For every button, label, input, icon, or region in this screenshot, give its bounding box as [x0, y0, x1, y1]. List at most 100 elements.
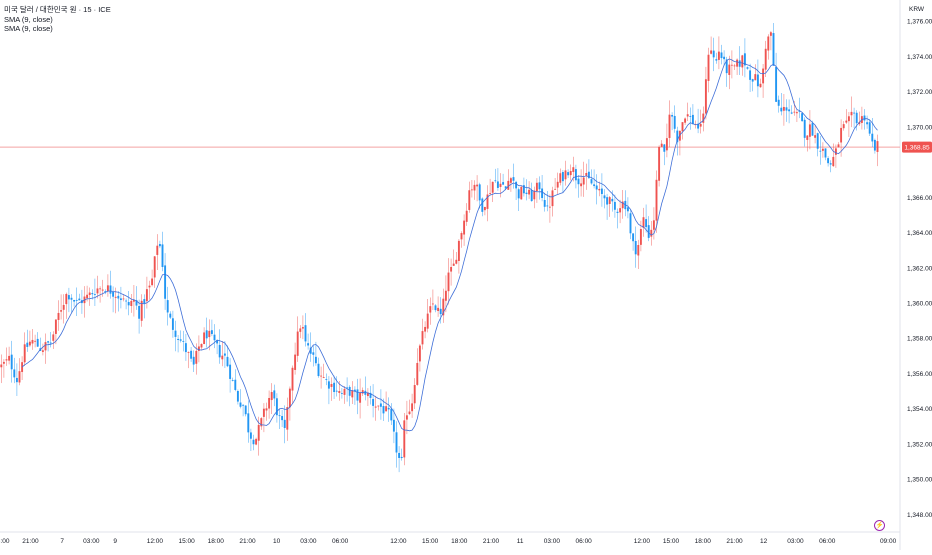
candle[interactable]	[827, 156, 830, 167]
candle[interactable]	[496, 168, 499, 191]
candle[interactable]	[780, 93, 783, 116]
candle[interactable]	[179, 330, 182, 343]
candle[interactable]	[556, 172, 559, 195]
candle[interactable]	[387, 397, 390, 422]
candle[interactable]	[460, 231, 463, 248]
candle[interactable]	[681, 122, 684, 140]
candle[interactable]	[174, 320, 177, 352]
candle[interactable]	[158, 240, 161, 249]
candle[interactable]	[533, 186, 536, 209]
candle[interactable]	[226, 345, 229, 368]
candle[interactable]	[62, 294, 65, 324]
candle[interactable]	[437, 296, 440, 317]
candle[interactable]	[606, 193, 609, 220]
candle[interactable]	[408, 399, 411, 416]
candle[interactable]	[697, 108, 700, 134]
candle[interactable]	[15, 363, 18, 396]
candle[interactable]	[447, 258, 450, 305]
candle[interactable]	[632, 233, 635, 251]
candle[interactable]	[465, 203, 468, 226]
candle[interactable]	[83, 286, 86, 318]
candle[interactable]	[88, 287, 91, 306]
candle[interactable]	[125, 298, 128, 310]
candle[interactable]	[808, 110, 811, 150]
candle[interactable]	[634, 226, 637, 268]
candle[interactable]	[489, 178, 492, 196]
candle[interactable]	[525, 179, 528, 201]
candle[interactable]	[221, 340, 224, 367]
candle[interactable]	[169, 311, 172, 319]
candle[interactable]	[577, 174, 580, 198]
candle[interactable]	[512, 163, 515, 189]
candle[interactable]	[374, 395, 377, 421]
candle[interactable]	[268, 390, 271, 419]
candle[interactable]	[400, 448, 403, 461]
candle[interactable]	[582, 161, 585, 197]
candle[interactable]	[333, 375, 336, 399]
candle[interactable]	[288, 386, 291, 421]
candle[interactable]	[0, 354, 3, 384]
candle[interactable]	[502, 173, 505, 186]
candle[interactable]	[346, 377, 349, 402]
candle[interactable]	[853, 107, 856, 129]
candle[interactable]	[322, 363, 325, 379]
candle[interactable]	[112, 286, 115, 313]
candle[interactable]	[668, 100, 671, 148]
candle[interactable]	[860, 106, 863, 130]
candle[interactable]	[49, 332, 52, 348]
candle[interactable]	[78, 293, 81, 301]
candle[interactable]	[166, 286, 169, 326]
candle[interactable]	[304, 313, 307, 347]
candle[interactable]	[569, 164, 572, 181]
candle[interactable]	[197, 335, 200, 363]
candle[interactable]	[278, 408, 281, 429]
candle[interactable]	[403, 413, 406, 466]
candle[interactable]	[249, 428, 252, 451]
candle[interactable]	[650, 221, 653, 246]
candle[interactable]	[135, 286, 138, 310]
candle[interactable]	[424, 321, 427, 339]
candle[interactable]	[788, 99, 791, 124]
candle[interactable]	[520, 185, 523, 200]
candle[interactable]	[130, 293, 133, 313]
candle[interactable]	[119, 286, 122, 309]
candle[interactable]	[801, 112, 804, 122]
candle[interactable]	[665, 123, 668, 158]
candle[interactable]	[327, 376, 330, 405]
candle[interactable]	[530, 182, 533, 202]
candle[interactable]	[23, 332, 26, 366]
candle[interactable]	[743, 38, 746, 78]
candle[interactable]	[819, 135, 822, 165]
candle[interactable]	[782, 93, 785, 126]
candle[interactable]	[845, 109, 848, 124]
candle[interactable]	[795, 109, 798, 122]
candle[interactable]	[821, 142, 824, 158]
candle[interactable]	[790, 105, 793, 115]
candle[interactable]	[816, 132, 819, 157]
candle[interactable]	[244, 405, 247, 417]
candle[interactable]	[616, 208, 619, 229]
candle[interactable]	[699, 109, 702, 134]
candle[interactable]	[535, 178, 538, 203]
candle[interactable]	[390, 403, 393, 426]
candle[interactable]	[343, 386, 346, 404]
candle[interactable]	[13, 357, 16, 384]
candle[interactable]	[353, 386, 356, 405]
candle[interactable]	[283, 405, 286, 444]
candle[interactable]	[603, 189, 606, 209]
candle[interactable]	[767, 34, 770, 60]
candle[interactable]	[5, 347, 8, 366]
candle[interactable]	[689, 107, 692, 130]
candle[interactable]	[837, 142, 840, 148]
candle[interactable]	[621, 190, 624, 219]
candle[interactable]	[660, 140, 663, 147]
candle[interactable]	[468, 181, 471, 213]
candle[interactable]	[647, 216, 650, 242]
candle[interactable]	[712, 37, 715, 72]
candle[interactable]	[187, 351, 190, 369]
candle[interactable]	[138, 299, 141, 334]
candle[interactable]	[686, 102, 689, 121]
candle[interactable]	[751, 78, 754, 92]
candle[interactable]	[850, 96, 853, 128]
candle[interactable]	[67, 287, 70, 313]
